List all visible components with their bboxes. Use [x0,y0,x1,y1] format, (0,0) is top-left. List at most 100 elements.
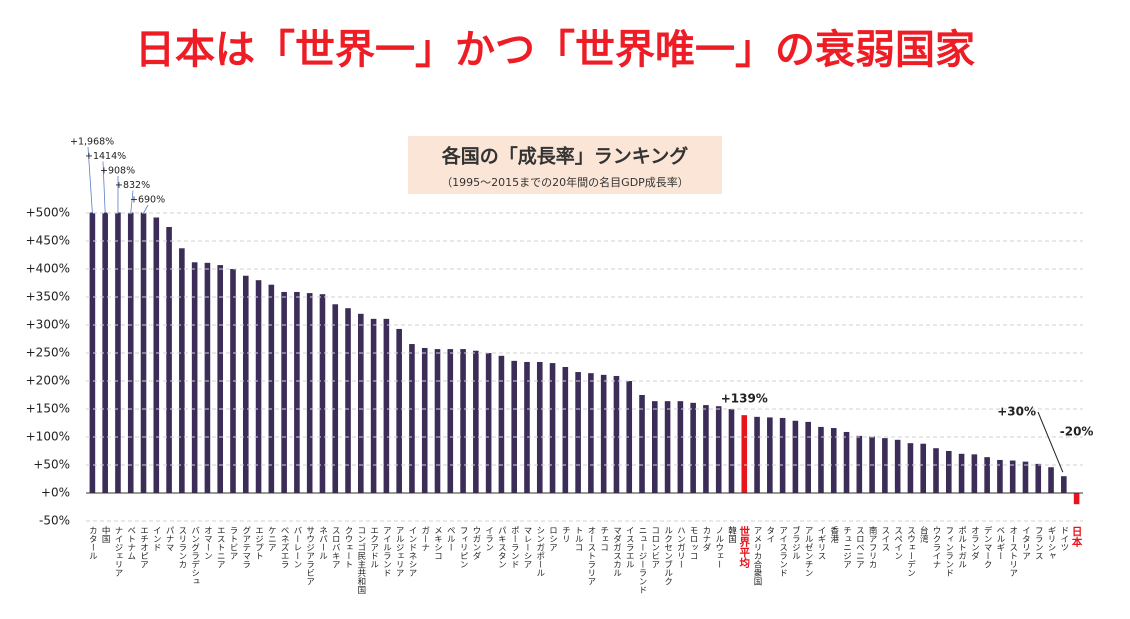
x-tick-label: ルクセンブルク [663,526,673,586]
bar [1022,461,1029,493]
title-box [408,136,722,194]
bar [191,262,198,493]
bar [997,459,1003,493]
bar [882,438,888,493]
leader-line [102,161,106,214]
bar [524,361,530,493]
bar [652,401,658,493]
x-tick-label: ウガンダ [471,526,481,560]
bar [473,350,479,493]
x-tick-label: イギリス [816,526,826,560]
x-tick-label: パナマ [164,526,174,552]
x-tick-label: アイスランド [778,526,788,577]
bar [792,420,799,493]
x-tick-label: ラトビア [228,526,238,560]
bar [830,428,837,493]
bar [434,349,441,493]
bar [549,363,556,493]
x-tick-label: トルコ [573,526,583,552]
y-tick-label: +300% [26,318,70,332]
bar [754,416,760,493]
x-tick-label: エジプト [254,526,264,560]
bar [728,409,735,493]
bar [89,212,96,493]
bar [153,217,160,494]
bar [358,313,364,493]
bar [179,248,185,493]
x-tick-label: ノルウェー [714,526,724,569]
bar [511,360,517,493]
bar [460,349,466,493]
bar [894,439,901,493]
x-tick-label: グアテマラ [241,526,251,569]
x-tick-label: パキスタン [496,526,506,569]
y-tick-label: +100% [26,430,70,444]
x-tick-label: ハンガリー [675,526,685,569]
bar [345,308,351,493]
bar [920,443,927,493]
bar [677,401,684,493]
bar [166,227,172,493]
x-tick-label: バングラデシュ [190,526,200,586]
bar [626,381,633,493]
x-tick-label: クウェート [343,526,353,569]
bar [409,344,415,493]
x-tick-label: シンガポール [535,526,545,577]
x-tick-label: オマーン [202,526,212,560]
bar [1009,460,1016,493]
bar [230,269,236,493]
annotation: +1414% [85,151,126,162]
bar [498,355,505,493]
y-tick-label: +350% [26,290,70,304]
x-tick-label: デンマーク [982,525,992,568]
bar [588,373,594,493]
headline: 日本は「世界一」かつ「世界唯一」の衰弱国家 [135,27,975,73]
x-tick-label: ベルギー [995,526,1005,560]
x-tick-label: アルジェリア [394,526,404,577]
x-tick-label: スロバキア [330,526,340,569]
annotation: +690% [130,195,165,206]
bar [1035,463,1042,493]
x-tick-label: スリランカ [177,526,187,569]
chart-subtitle: （1995〜2015までの20年間の名目GDP成長率） [441,175,689,189]
x-tick-label: ペルー [445,526,455,552]
y-tick-label: +500% [26,206,70,220]
chart-title: 各国の「成長率」ランキング [441,145,688,168]
bar [447,349,454,493]
annotation: +1,968% [70,137,114,148]
leader-line [87,146,93,214]
bar [140,212,147,493]
bar [907,443,914,493]
x-tick-label: スウェーデン [905,526,915,577]
x-tick-label: ブラジル [790,525,800,560]
y-tick-label: +50% [33,458,70,472]
x-tick-label: メキシコ [433,526,443,560]
annotation: -20% [1060,425,1094,439]
x-tick-label: インド [151,526,161,552]
bar [332,304,339,493]
bar [805,421,811,493]
x-tick-label: ポーランド [509,526,519,569]
x-tick-label: スロベニア [854,526,864,569]
bar [575,372,581,493]
bar [971,454,978,493]
x-tick-label: ポルトガル [957,526,967,569]
x-tick-label: エストニア [215,526,225,569]
x-tick-label: 日本 [1071,526,1083,548]
x-tick-label: 南アフリカ [867,525,877,568]
x-tick-label: チュニジア [842,526,852,569]
annotation: +30% [997,405,1036,419]
x-tick-label: ベネズエラ [279,526,289,569]
bar [767,417,773,493]
bar [217,265,224,493]
leader-line [143,204,149,214]
x-tick-label: カナダ [701,526,711,552]
x-tick-label: 香港 [829,525,839,544]
x-tick-label: ナイジェリア [113,526,123,577]
bars [89,212,1080,505]
bar [421,347,428,493]
x-tick-label: イタリア [1020,526,1030,560]
y-tick-label: +200% [26,374,70,388]
x-tick-label: オランダ [969,526,979,560]
x-tick-label: フランス [1033,526,1043,560]
